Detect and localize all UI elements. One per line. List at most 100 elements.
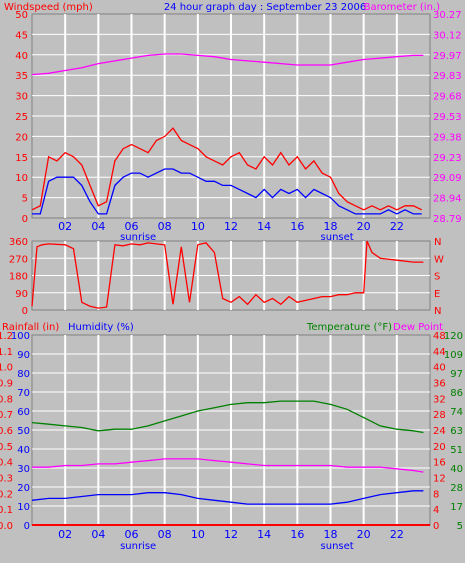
barometer-tick-label: 30.12 — [433, 30, 462, 41]
celsius-tick-label: 12 — [433, 474, 446, 485]
windspeed-title: Windspeed (mph) — [4, 2, 93, 13]
celsius-tick-label: 8 — [433, 489, 439, 500]
hour-label-bottom: 06 — [125, 528, 139, 541]
hour-label-bottom: 08 — [158, 528, 172, 541]
direction-line — [31, 240, 424, 309]
hour-label: 02 — [58, 220, 72, 233]
rain-tick-label: 0.5 — [0, 442, 13, 453]
hour-label: 12 — [224, 220, 238, 233]
sunrise-label: sunrise — [120, 232, 156, 243]
fahrenheit-tick-label: 17 — [450, 502, 463, 513]
hour-label: 18 — [324, 220, 338, 233]
wind-tick-label: 0 — [22, 214, 28, 225]
hour-label: 04 — [91, 220, 105, 233]
direction-tick-label: 180 — [9, 272, 28, 283]
rainfall-title: Rainfall (in) — [2, 322, 59, 333]
fahrenheit-tick-label: 74 — [450, 407, 463, 418]
wind-tick-label: 35 — [15, 71, 28, 82]
rain-tick-label: 0.4 — [0, 458, 13, 469]
hour-label: 08 — [158, 220, 172, 233]
direction-tick-label: 90 — [15, 289, 28, 300]
barometer-tick-label: 29.09 — [433, 173, 462, 184]
fahrenheit-tick-label: 28 — [450, 483, 463, 494]
hour-label: 14 — [257, 220, 271, 233]
hour-label: 16 — [290, 220, 304, 233]
humidity-tick-label: 20 — [17, 483, 30, 494]
humidity-tick-label: 100 — [11, 331, 30, 342]
humidity-tick-label: 0 — [24, 521, 30, 532]
humidity-tick-label: 90 — [17, 350, 30, 361]
wind-tick-label: 50 — [15, 10, 28, 21]
celsius-tick-label: 32 — [433, 394, 446, 405]
hour-label: 20 — [357, 220, 371, 233]
wind-tick-label: 5 — [22, 194, 28, 205]
celsius-tick-label: 44 — [433, 347, 446, 358]
humidity-tick-label: 60 — [17, 407, 30, 418]
celsius-tick-label: 0 — [433, 521, 439, 532]
humidity-tick-label: 50 — [17, 426, 30, 437]
wind-tick-label: 30 — [15, 92, 28, 103]
humidity-title: Humidity (%) — [68, 322, 134, 333]
grid-lines — [32, 14, 430, 525]
humidity-tick-label: 70 — [17, 388, 30, 399]
rain-tick-label: 0.0 — [0, 521, 13, 532]
humidity-tick-label: 10 — [17, 502, 30, 513]
humidity-tick-label: 40 — [17, 445, 30, 456]
celsius-tick-label: 48 — [433, 331, 446, 342]
rain-tick-label: 0.8 — [0, 394, 13, 405]
dewpoint-title: Dew Point — [393, 322, 443, 333]
hour-label: 10 — [191, 220, 205, 233]
humidity-tick-label: 30 — [17, 464, 30, 475]
compass-tick-label: N — [434, 237, 441, 248]
sunrise-label: sunrise — [120, 541, 156, 552]
wind-tick-label: 10 — [15, 173, 28, 184]
celsius-tick-label: 24 — [433, 426, 446, 437]
fahrenheit-tick-label: 97 — [450, 369, 463, 380]
sunset-label: sunset — [321, 232, 354, 243]
temperature-line — [31, 400, 424, 434]
rain-tick-label: 0.6 — [0, 426, 13, 437]
hour-label-bottom: 16 — [290, 528, 304, 541]
compass-tick-label: N — [434, 306, 441, 317]
hour-label-bottom: 10 — [191, 528, 205, 541]
rain-tick-label: 0.9 — [0, 379, 13, 390]
hour-label-bottom: 22 — [390, 528, 404, 541]
hour-label: 06 — [125, 220, 139, 233]
celsius-tick-label: 16 — [433, 458, 446, 469]
fahrenheit-tick-label: 63 — [450, 426, 463, 437]
barometer-tick-label: 30.27 — [433, 10, 462, 21]
compass-tick-label: E — [434, 289, 440, 300]
rain-tick-label: 1.2 — [0, 331, 13, 342]
dewpoint-line — [32, 458, 424, 473]
fahrenheit-tick-label: 40 — [450, 464, 463, 475]
humidity-tick-label: 80 — [17, 369, 30, 380]
barometer-title: Barometer (in.) — [364, 2, 440, 13]
graph-title: 24 hour graph day : September 23 2006 — [164, 2, 366, 13]
direction-tick-label: 0 — [22, 306, 28, 317]
barometer-tick-label: 29.23 — [433, 153, 462, 164]
hour-label-bottom: 18 — [324, 528, 338, 541]
wind-tick-label: 45 — [15, 30, 28, 41]
rain-tick-label: 1.0 — [0, 363, 13, 374]
barometer-tick-label: 28.79 — [433, 214, 462, 225]
celsius-tick-label: 4 — [433, 505, 439, 516]
fahrenheit-tick-label: 5 — [457, 521, 463, 532]
hour-label-bottom: 14 — [257, 528, 271, 541]
celsius-tick-label: 28 — [433, 410, 446, 421]
humidity-line — [31, 490, 424, 505]
rain-tick-label: 0.2 — [0, 489, 13, 500]
wind-tick-label: 25 — [15, 112, 28, 123]
hour-label-bottom: 20 — [357, 528, 371, 541]
barometer-tick-label: 29.38 — [433, 132, 462, 143]
wind-tick-label: 20 — [15, 132, 28, 143]
fahrenheit-tick-label: 86 — [450, 388, 463, 399]
fahrenheit-tick-label: 109 — [444, 350, 463, 361]
sunset-label: sunset — [321, 541, 354, 552]
compass-tick-label: S — [434, 272, 440, 283]
barometer-tick-label: 29.83 — [433, 71, 462, 82]
barometer-tick-label: 29.53 — [433, 112, 462, 123]
rain-tick-label: 1.1 — [0, 347, 13, 358]
data-series — [31, 53, 430, 526]
wind-tick-label: 15 — [15, 153, 28, 164]
